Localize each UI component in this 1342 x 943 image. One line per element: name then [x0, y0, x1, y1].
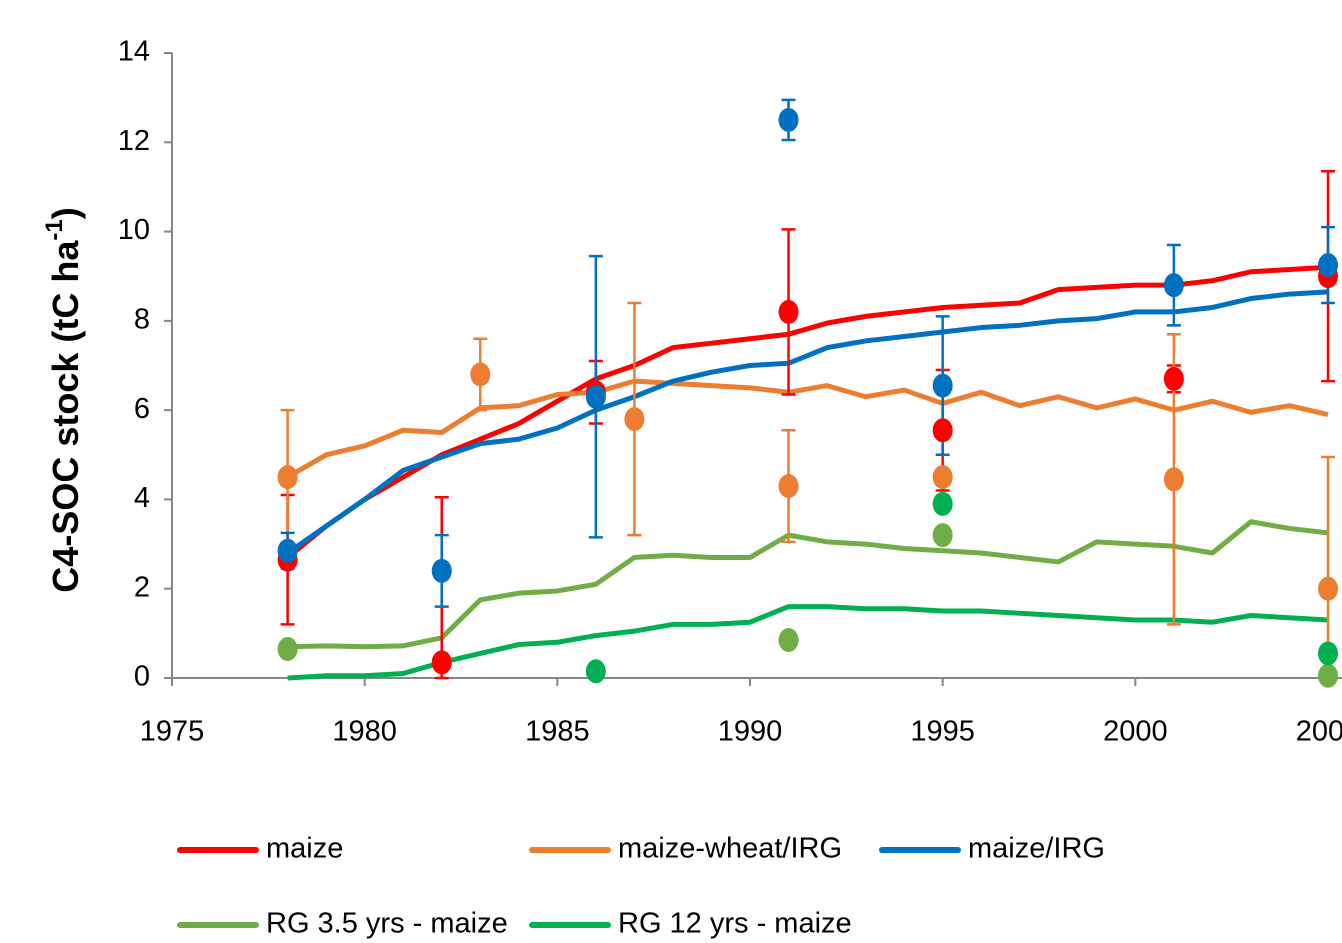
observed-point	[778, 628, 799, 653]
observed-point	[277, 636, 298, 661]
x-tick-label: 1985	[525, 716, 590, 748]
observed-point	[277, 538, 298, 563]
observed-point	[1163, 273, 1184, 298]
y-label-sup: -1	[41, 219, 68, 240]
x-tick-label: 1990	[718, 716, 783, 748]
observed-point	[778, 474, 799, 499]
legend-label: maize	[266, 833, 343, 865]
observed-point	[778, 299, 799, 324]
observed-point	[1163, 467, 1184, 492]
y-tick-label: 6	[134, 393, 150, 425]
y-tick-label: 0	[134, 661, 150, 693]
observed-point	[1163, 366, 1184, 391]
observed-point	[431, 650, 452, 675]
observed-point	[1318, 641, 1338, 666]
model-line	[286, 289, 1329, 556]
observed-point	[585, 384, 606, 409]
observed-point	[431, 558, 452, 583]
x-tick-label: 1980	[332, 716, 397, 748]
y-tick-label: 14	[118, 36, 150, 68]
observed-point	[932, 523, 953, 548]
legend-label: RG 12 yrs - maize	[618, 908, 852, 940]
y-tick-label: 12	[118, 125, 150, 157]
y-axis-label: C4-SOC stock (tC ha-1)	[41, 207, 85, 592]
y-tick-label: 2	[134, 571, 150, 603]
observed-point	[932, 373, 953, 398]
x-tick-label: 2000	[1103, 716, 1168, 748]
observed-point	[1318, 576, 1338, 601]
y-label-end: )	[45, 207, 86, 219]
x-tick-label: 2005	[1296, 716, 1342, 748]
legend-label: maize-wheat/IRG	[618, 833, 842, 865]
observed-point	[932, 491, 953, 516]
observed-point	[277, 465, 298, 490]
model-line	[287, 604, 1329, 681]
x-tick-label: 1975	[140, 716, 205, 748]
observed-point	[932, 418, 953, 443]
y-tick-label: 10	[118, 214, 150, 246]
observed-point	[932, 465, 953, 490]
y-tick-label: 8	[134, 304, 150, 336]
legend-label: RG 3.5 yrs - maize	[266, 908, 508, 940]
observed-point	[1318, 253, 1338, 278]
observed-point	[470, 362, 491, 387]
observed-point	[624, 407, 645, 432]
observed-point	[1318, 663, 1338, 688]
legend-label: maize/IRG	[968, 833, 1105, 865]
model-line	[286, 264, 1329, 560]
observed-point	[585, 659, 606, 684]
model-line	[287, 519, 1329, 650]
y-tick-label: 4	[134, 482, 150, 514]
model-line	[286, 378, 1329, 480]
y-label-main: C4-SOC stock (tC ha	[45, 240, 86, 593]
observed-point	[778, 107, 799, 132]
x-tick-label: 1995	[910, 716, 975, 748]
